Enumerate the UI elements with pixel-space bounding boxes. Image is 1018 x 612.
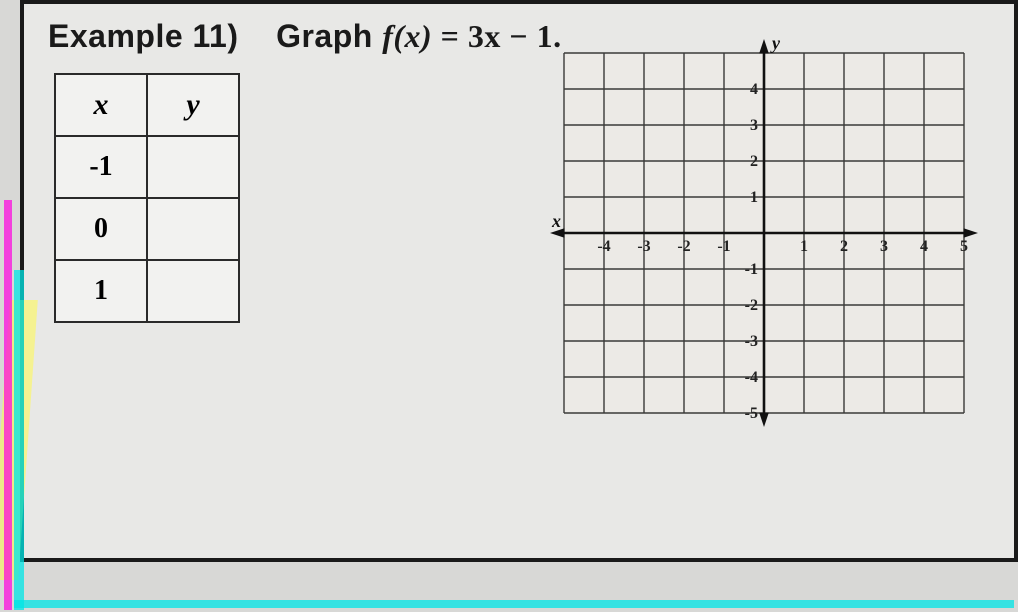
cell-x: -1: [55, 136, 147, 198]
table-row: -1: [55, 136, 239, 198]
svg-text:5: 5: [960, 238, 968, 255]
svg-text:-4: -4: [597, 238, 610, 255]
svg-text:-2: -2: [745, 297, 758, 314]
svg-text:-3: -3: [637, 238, 650, 255]
table-row: 1: [55, 260, 239, 322]
svg-text:2: 2: [750, 153, 758, 170]
table-header-row: x y: [55, 74, 239, 136]
svg-text:1: 1: [800, 238, 808, 255]
svg-text:3: 3: [750, 117, 758, 134]
equation-lhs: f(x): [382, 18, 432, 54]
svg-text:1: 1: [750, 189, 758, 206]
svg-text:-5: -5: [745, 405, 758, 422]
header-x: x: [55, 74, 147, 136]
svg-text:3: 3: [880, 238, 888, 255]
svg-text:4: 4: [750, 81, 758, 98]
content-row: x y -1 0 1 -4-3-2-112345-5-4-3-2-11234xy: [48, 73, 994, 438]
cell-y: [147, 260, 239, 322]
equation: f(x) = 3x − 1.: [382, 18, 561, 54]
cell-x: 1: [55, 260, 147, 322]
svg-text:x: x: [551, 211, 561, 231]
highlighter-cyan-horizontal: [14, 600, 1014, 608]
svg-text:-4: -4: [745, 369, 758, 386]
coordinate-plane: -4 -3 -2 -1 1 2 3 4 5 -5 -4 -3 -2 -1 1 2 3 4 x y: [544, 33, 984, 438]
cell-x: 0: [55, 198, 147, 260]
svg-text:-3: -3: [745, 333, 758, 350]
graph-prompt: Graph: [276, 18, 373, 54]
svg-text:-2: -2: [677, 238, 690, 255]
svg-text:-1: -1: [745, 261, 758, 278]
svg-text:y: y: [770, 33, 781, 53]
svg-text:2: 2: [840, 238, 848, 255]
worksheet-page: Example 11) Graph f(x) = 3x − 1. x y -1 …: [20, 0, 1018, 562]
graph-svg: -4 -3 -2 -1 1 2 3 4 5 -5 -4 -3 -2 -1 1 2 3 4 x y: [544, 33, 984, 433]
header-y: y: [147, 74, 239, 136]
example-label: Example 11): [48, 18, 239, 54]
xy-table: x y -1 0 1: [54, 73, 240, 323]
cell-y: [147, 136, 239, 198]
svg-text:4: 4: [920, 238, 928, 255]
highlighter-magenta: [4, 200, 12, 610]
svg-text:-1: -1: [717, 238, 730, 255]
cell-y: [147, 198, 239, 260]
table-row: 0: [55, 198, 239, 260]
